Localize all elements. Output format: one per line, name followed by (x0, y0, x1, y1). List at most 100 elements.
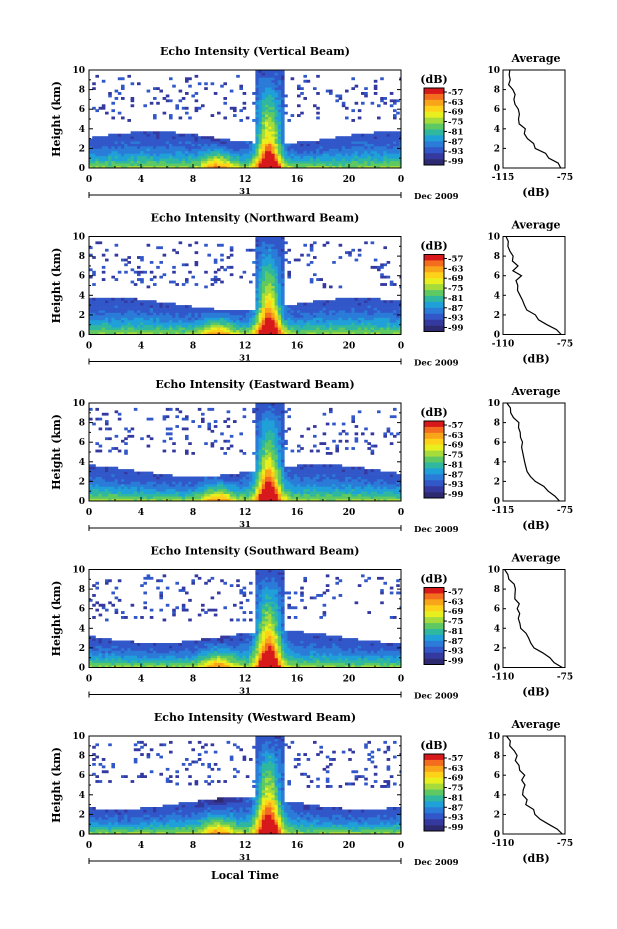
heatmap-cell (341, 145, 346, 149)
heatmap-cell (338, 285, 343, 289)
heatmap-cell (101, 155, 106, 159)
heatmap-cell (335, 498, 339, 502)
heatmap-cell (361, 297, 365, 301)
heatmap-cell (236, 312, 240, 316)
heatmap-cell (316, 466, 320, 470)
heatmap-cell (98, 493, 103, 497)
heatmap-cell (335, 466, 339, 470)
heatmap-cell (146, 474, 151, 477)
heatmap-cell (277, 285, 282, 289)
heatmap-cell (92, 327, 96, 330)
heatmap-cell (255, 454, 259, 458)
heatmap-cell (335, 493, 339, 497)
heatmap-cell (265, 77, 269, 81)
heatmap-cell (297, 165, 301, 169)
heatmap-cell (108, 165, 112, 169)
heatmap-cell (194, 481, 199, 485)
heatmap-cell (271, 407, 275, 411)
heatmap-cell (201, 420, 205, 423)
heatmap-cell (316, 141, 320, 144)
avg-y-tick-label: 0 (494, 164, 500, 174)
heatmap-cell (309, 145, 314, 149)
heatmap-cell (284, 322, 288, 326)
heatmap-cell (130, 496, 135, 499)
heatmap-cell (137, 278, 141, 281)
heatmap-cell (98, 158, 103, 162)
heatmap-cell (140, 141, 144, 144)
heatmap-cell (300, 319, 304, 323)
heatmap-cell (207, 427, 211, 431)
heatmap-cell (303, 478, 307, 482)
heatmap-cell (268, 305, 272, 308)
heatmap-cell (300, 302, 304, 306)
heatmap-cell (297, 478, 301, 482)
heatmap-cell (245, 248, 250, 252)
heatmap-cell (108, 307, 112, 311)
heatmap-cell (188, 493, 192, 497)
heatmap-cell (146, 136, 151, 139)
heatmap-cell (332, 312, 336, 316)
heatmap-cell (249, 329, 253, 333)
heatmap-cell (95, 158, 99, 162)
heatmap-cell (140, 158, 144, 162)
heatmap-cell (297, 258, 301, 262)
heatmap-cell (159, 305, 163, 308)
y-tick-label: 8 (79, 252, 85, 262)
heatmap-cell (185, 434, 189, 438)
heatmap-cell (297, 466, 301, 470)
heatmap-cell (377, 165, 381, 169)
heatmap-cell (239, 476, 243, 480)
heatmap-cell (389, 99, 394, 103)
heatmap-cell (290, 77, 295, 81)
heatmap-cell (284, 305, 288, 308)
heatmap-cell (197, 312, 202, 316)
heatmap-cell (108, 317, 112, 321)
colorbar-tick-label: -93 (448, 314, 463, 324)
heatmap-cell (172, 319, 176, 323)
heatmap-cell (201, 155, 205, 159)
heatmap-cell (329, 329, 333, 333)
heatmap-cell (316, 491, 320, 494)
heatmap-cell (351, 314, 355, 318)
heatmap-cell (105, 150, 109, 154)
heatmap-cell (188, 160, 192, 164)
heatmap-cell (329, 332, 333, 335)
heatmap-cell (277, 332, 282, 335)
heatmap-cell (386, 300, 391, 303)
heatmap-cell (245, 486, 250, 490)
heatmap-cell (351, 136, 355, 139)
heatmap-cell (281, 454, 285, 458)
heatmap-cell (373, 297, 378, 301)
heatmap-cell (236, 478, 240, 482)
heatmap-cell (322, 322, 327, 326)
heatmap-cell (348, 322, 352, 326)
heatmap-cell (271, 163, 275, 166)
heatmap-cell (242, 270, 247, 274)
heatmap-cell (265, 256, 269, 259)
heatmap-cell (268, 452, 272, 455)
heatmap-cell (265, 150, 269, 154)
heatmap-cell (319, 496, 323, 499)
heatmap-cell (393, 116, 397, 120)
heatmap-cell (252, 478, 256, 482)
heatmap-cell (165, 310, 170, 313)
heatmap-cell (322, 283, 327, 286)
heatmap-cell (377, 322, 381, 326)
heatmap-cell (271, 481, 275, 485)
heatmap-cell (162, 474, 167, 477)
heatmap-cell (309, 314, 314, 318)
heatmap-cell (162, 332, 167, 335)
heatmap-cell (239, 486, 243, 490)
colorbar-swatch (424, 147, 444, 154)
heatmap-cell (313, 466, 317, 470)
heatmap-cell (313, 434, 317, 438)
heatmap-cell (89, 275, 93, 279)
heatmap-cell (351, 322, 355, 326)
heatmap-cell (159, 163, 163, 166)
heatmap-cell (271, 417, 275, 421)
heatmap-cell (175, 133, 179, 137)
heatmap-cell (361, 155, 365, 159)
heatmap-cell (255, 87, 259, 90)
heatmap-cell (281, 133, 285, 137)
heatmap-cell (233, 145, 237, 149)
